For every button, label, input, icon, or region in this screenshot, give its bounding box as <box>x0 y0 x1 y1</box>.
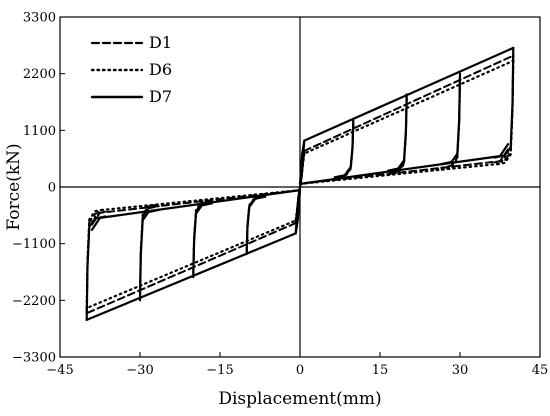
series-d7-segment <box>192 202 214 279</box>
x-tick-label: 15 <box>372 363 389 378</box>
y-tick-label: 3300 <box>23 11 56 26</box>
x-tick-label: −15 <box>206 363 233 378</box>
series-d7-segment <box>440 72 462 166</box>
hysteresis-curves <box>85 46 515 321</box>
y-axis-ticks: −3300 −2200 −1100 0 1100 2200 3300 <box>12 11 65 366</box>
y-tick-label: 1100 <box>23 124 56 139</box>
x-tick-label: 0 <box>296 363 304 378</box>
x-axis-title: Displacement(mm) <box>218 389 381 409</box>
x-tick-label: 30 <box>452 363 469 378</box>
series-d7-segment <box>386 93 408 172</box>
series-d7-segment <box>294 139 306 235</box>
y-tick-label: 0 <box>48 181 56 196</box>
x-axis-ticks: −45 −30 −15 0 15 30 45 <box>46 352 548 378</box>
series-d7-segment <box>333 118 355 179</box>
x-tick-label: 45 <box>532 363 549 378</box>
series-d7-segment <box>245 195 267 256</box>
legend-d6-label: D6 <box>149 60 172 79</box>
legend: D1 D6 D7 <box>90 33 172 106</box>
series-d7-curve <box>85 46 515 321</box>
series-d7-segment <box>493 46 515 159</box>
y-axis-title: Force(kN) <box>4 143 24 230</box>
y-tick-label: 2200 <box>23 67 56 82</box>
y-tick-label: −3300 <box>12 351 56 366</box>
series-d7-segment <box>138 208 160 302</box>
x-tick-label: −30 <box>126 363 153 378</box>
x-tick-label: −45 <box>46 363 73 378</box>
series-d7-segment <box>85 215 107 321</box>
legend-d1-label: D1 <box>149 33 172 52</box>
y-tick-label: −1100 <box>12 237 56 252</box>
y-tick-label: −2200 <box>12 294 56 309</box>
legend-d7-label: D7 <box>149 87 172 106</box>
